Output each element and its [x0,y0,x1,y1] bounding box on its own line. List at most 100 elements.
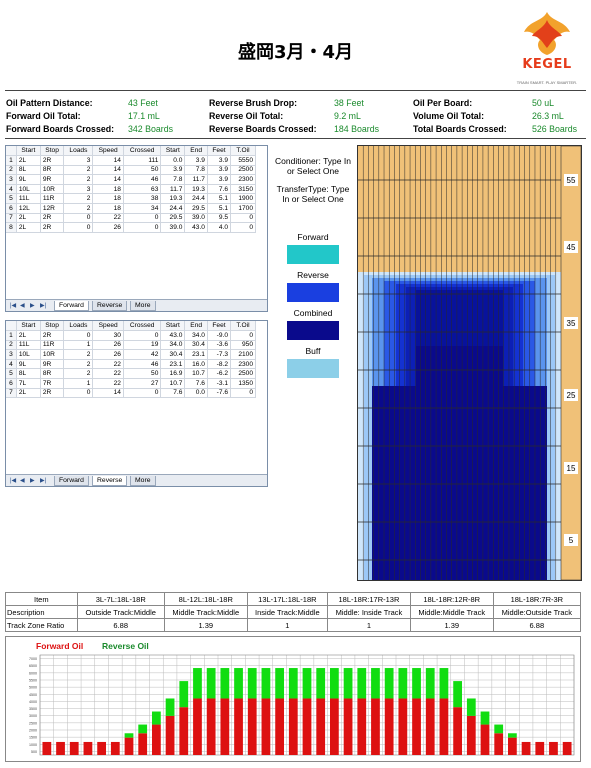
table-cell[interactable]: 8R [40,368,65,380]
table-cell[interactable]: 3 [63,184,94,195]
first-record-icon[interactable]: |◀ [10,303,17,309]
table-cell[interactable]: 19.3 [184,184,208,195]
table-cell[interactable]: 10.7 [184,368,208,380]
table-cell[interactable]: 2L [16,155,41,166]
table-row[interactable]: 2 8L 8R 2 14 50 3.9 7.8 3.9 2500 [6,165,256,176]
table-cell[interactable]: 2L [16,213,41,224]
table-cell[interactable]: 22 [92,213,124,224]
column-header[interactable] [6,146,17,157]
table-row[interactable]: 7 2L 2R 0 14 0 7.6 0.0 -7.6 0 [6,388,256,399]
table-cell[interactable]: 3.9 [184,155,208,166]
tab-reverse[interactable]: Reverse [92,476,128,486]
table-cell[interactable]: 27 [123,378,162,389]
table-row[interactable]: 3 9L 9R 2 14 46 7.8 11.7 3.9 2300 [6,174,256,185]
table-cell[interactable]: 24.4 [160,203,186,214]
table-cell[interactable]: 11L [16,340,41,351]
tab-forward[interactable]: Forward [54,301,89,311]
table-row[interactable]: 4 10L 10R 3 18 63 11.7 19.3 7.6 3150 [6,184,256,195]
table-cell[interactable]: 43.0 [160,330,186,341]
table-cell[interactable]: 0.0 [184,388,208,399]
tab-reverse[interactable]: Reverse [92,301,128,311]
table-cell[interactable]: 2R [40,213,65,224]
table-cell[interactable]: 2 [63,165,94,176]
table-cell[interactable]: 1 [63,378,94,389]
table-cell[interactable]: 11R [40,193,65,205]
table-cell[interactable]: 11L [16,193,41,205]
table-cell[interactable]: 0.0 [160,155,186,166]
table-cell[interactable]: 2L [16,388,41,399]
table-row[interactable]: 3 10L 10R 2 26 42 30.4 23.1 -7.3 2100 [6,349,256,360]
table-cell[interactable]: 16.9 [160,368,186,380]
next-record-icon[interactable]: ▶ [30,478,35,484]
column-header[interactable]: End [184,146,208,157]
table-cell[interactable]: 24.4 [184,193,208,205]
table-cell[interactable]: 10R [40,184,65,195]
table-cell[interactable]: 2R [40,330,65,341]
tab-more[interactable]: More [130,301,156,311]
column-header[interactable]: End [184,321,208,332]
column-header[interactable]: Stop [40,321,65,332]
table-cell[interactable]: 63 [123,184,162,195]
table-cell[interactable]: 12L [16,203,41,214]
table-cell[interactable]: 0 [230,330,256,341]
table-cell[interactable]: 14 [92,388,124,399]
table-cell[interactable]: 14 [92,155,124,166]
table-cell[interactable]: 10L [16,184,41,195]
table-row[interactable]: 6 7L 7R 1 22 27 10.7 7.6 -3.1 1350 [6,378,256,389]
table-cell[interactable]: 34.0 [160,340,186,351]
table-cell[interactable]: 3.9 [207,155,232,166]
table-cell[interactable]: 29.5 [160,213,186,224]
table-cell[interactable]: 11.7 [160,184,186,195]
table-cell[interactable]: 7.6 [207,184,232,195]
table-cell[interactable]: 9R [40,359,65,370]
table-cell[interactable]: 2100 [230,349,256,360]
column-header[interactable] [6,321,17,332]
table-cell[interactable]: 2L [16,330,41,341]
column-header[interactable]: Start [160,321,186,332]
table-cell[interactable]: 7.8 [184,165,208,176]
table-cell[interactable]: 22 [92,368,124,380]
table-cell[interactable]: 5550 [230,155,256,166]
table-cell[interactable]: 18 [92,184,124,195]
table-cell[interactable]: 46 [123,174,162,185]
table-cell[interactable]: 38 [123,193,162,205]
table-row[interactable]: 1 2L 2R 0 30 0 43.0 34.0 -9.0 0 [6,330,256,341]
table-cell[interactable]: 30.4 [160,349,186,360]
table-cell[interactable]: 2R [40,155,65,166]
table-cell[interactable]: 23.1 [160,359,186,370]
table-cell[interactable]: 2300 [230,174,256,185]
table-cell[interactable]: 9L [16,359,41,370]
table-cell[interactable]: 2R [40,388,65,399]
table-row[interactable]: 7 2L 2R 0 22 0 29.5 39.0 9.5 0 [6,213,256,224]
table-cell[interactable]: 2 [63,349,94,360]
table-cell[interactable]: 7.8 [160,174,186,185]
table-cell[interactable]: 8L [16,368,41,380]
table-cell[interactable]: 26 [92,349,124,360]
table-cell[interactable]: 111 [123,155,162,166]
table-cell[interactable]: 2 [63,203,94,214]
table-cell[interactable]: 11.7 [184,174,208,185]
table-cell[interactable]: 0 [230,222,256,233]
table-cell[interactable]: 2R [40,222,65,233]
column-header[interactable]: Speed [92,321,124,332]
table-cell[interactable]: 50 [123,368,162,380]
table-cell[interactable]: 39.0 [160,222,186,233]
column-header[interactable]: Loads [63,321,94,332]
table-cell[interactable]: 4.0 [207,222,232,233]
table-cell[interactable]: 0 [63,388,94,399]
table-cell[interactable]: 7.6 [160,388,186,399]
table-cell[interactable]: 11R [40,340,65,351]
table-row[interactable]: 1 2L 2R 3 14 111 0.0 3.9 3.9 5550 [6,155,256,166]
column-header[interactable]: Stop [40,146,65,157]
table-cell[interactable]: 3.9 [207,174,232,185]
table-cell[interactable]: -3.6 [207,340,232,351]
table-cell[interactable]: -7.3 [207,349,232,360]
table-cell[interactable]: 0 [123,388,162,399]
table-row[interactable]: 4 9L 9R 2 22 46 23.1 16.0 -8.2 2300 [6,359,256,370]
table-cell[interactable]: 8R [40,165,65,176]
table-cell[interactable]: -8.2 [207,359,232,370]
table-cell[interactable]: -9.0 [207,330,232,341]
table-cell[interactable]: 19.3 [160,193,186,205]
table-row[interactable]: 2 11L 11R 1 26 19 34.0 30.4 -3.6 950 [6,340,256,351]
table-cell[interactable]: 2300 [230,359,256,370]
